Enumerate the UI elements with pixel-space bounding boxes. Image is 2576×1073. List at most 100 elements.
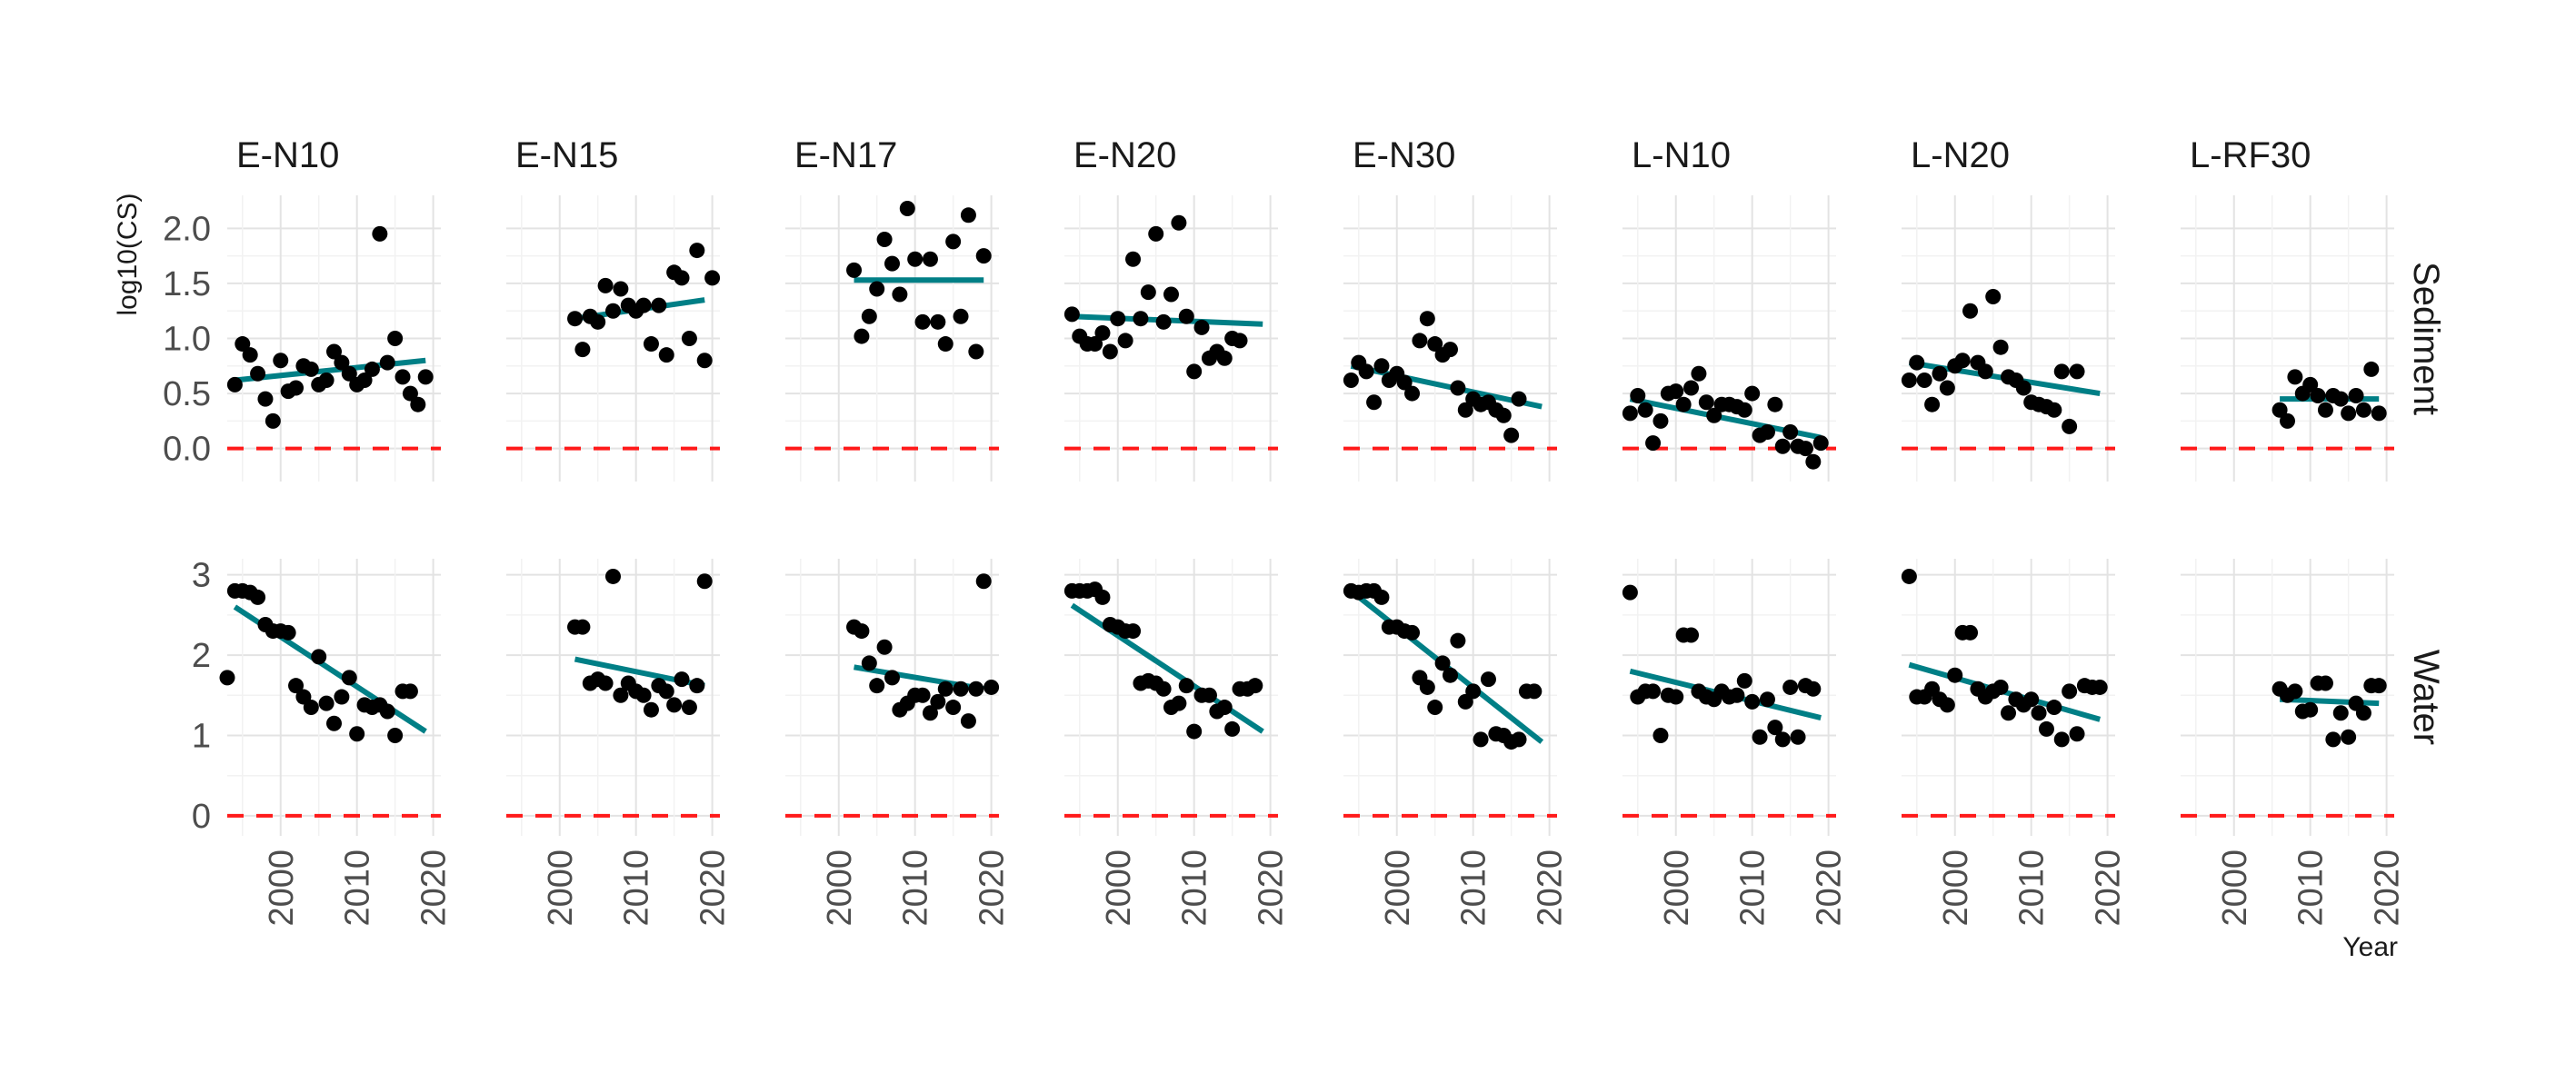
data-point [1434, 655, 1451, 671]
data-point [1216, 700, 1233, 716]
data-point [574, 342, 591, 358]
data-point [658, 683, 674, 700]
data-point [410, 396, 426, 412]
data-point [2031, 705, 2047, 721]
data-point [387, 727, 404, 743]
x-tick-label: 2020 [2090, 849, 2128, 927]
x-tick-label: 2020 [2369, 849, 2407, 927]
x-tick-label: 2000 [1379, 849, 1417, 927]
data-point [1396, 374, 1413, 391]
data-point [1706, 407, 1722, 423]
data-point [1443, 342, 1458, 358]
data-point [1404, 385, 1421, 402]
x-tick-label: 2000 [1100, 849, 1138, 927]
data-point [605, 568, 621, 584]
trend-line [2279, 696, 2380, 707]
data-point [250, 365, 266, 382]
data-point [326, 715, 342, 731]
data-point [402, 683, 418, 700]
data-point [651, 297, 667, 313]
data-point [2317, 675, 2333, 691]
trend-lines [233, 277, 2380, 744]
data-point [402, 385, 418, 402]
data-point [696, 573, 713, 590]
data-point [1163, 286, 1179, 303]
y-tick-label: 0.5 [163, 375, 211, 413]
data-point [953, 681, 969, 697]
data-point [219, 670, 235, 686]
data-point [1939, 380, 1955, 396]
x-tick-label: 2010 [618, 849, 656, 927]
data-point [1419, 311, 1435, 327]
data-point [1465, 683, 1482, 700]
data-point [869, 281, 885, 297]
data-point [1909, 354, 1925, 371]
data-point [280, 624, 296, 641]
y-axis-title: log10(CS) [113, 193, 143, 315]
y-tick-label: 1 [192, 717, 211, 755]
data-point [1797, 441, 1813, 457]
x-axis-title: Year [2342, 932, 2398, 962]
data-point [1171, 695, 1187, 711]
facet-label-e-n17: E-N17 [794, 135, 897, 175]
data-point [1744, 693, 1761, 710]
data-point [1511, 391, 1527, 407]
data-point [922, 705, 938, 721]
data-point [2001, 705, 2016, 721]
data-point [235, 336, 251, 353]
data-point [635, 687, 652, 703]
data-point [341, 670, 357, 686]
data-point [1759, 691, 1775, 708]
data-point [2371, 405, 2387, 422]
data-point [1125, 623, 1142, 640]
data-point [937, 336, 954, 353]
data-point [1110, 311, 1126, 327]
data-point [1977, 363, 1993, 380]
data-point [1992, 339, 2009, 355]
data-point [1232, 333, 1248, 349]
x-tick-label: 2010 [1176, 849, 1214, 927]
data-point [884, 670, 900, 686]
data-point [574, 619, 591, 635]
data-point [605, 303, 621, 319]
x-tick-label: 2000 [263, 849, 301, 927]
x-tick-label: 2010 [1455, 849, 1493, 927]
data-point [968, 343, 984, 360]
facet-label-l-rf30: L-RF30 [2190, 135, 2311, 175]
data-point [1117, 333, 1133, 349]
x-tick-label: 2010 [2013, 849, 2052, 927]
data-point [2332, 705, 2349, 721]
data-point [1427, 700, 1443, 716]
data-point [2053, 363, 2070, 380]
x-tick-label: 2000 [1937, 849, 1975, 927]
data-point [372, 225, 388, 242]
data-point [1480, 671, 1496, 688]
data-point [1404, 624, 1421, 641]
data-point [968, 681, 984, 697]
data-point [311, 649, 327, 665]
data-point [953, 308, 969, 324]
data-point [2038, 720, 2054, 737]
data-point [1193, 319, 1210, 335]
data-point [635, 297, 652, 313]
y-tick-label: 3 [192, 557, 211, 595]
data-point [899, 201, 915, 217]
x-tick-label: 2020 [694, 849, 733, 927]
data-point [1683, 627, 1700, 643]
data-point [2015, 380, 2032, 396]
x-tick-label: 2000 [2216, 849, 2254, 927]
data-point [2069, 726, 2085, 742]
data-point [1916, 373, 1932, 389]
data-point [689, 243, 705, 259]
data-point [1063, 306, 1080, 323]
data-point [1622, 405, 1638, 422]
data-point [1790, 729, 1806, 745]
data-point [326, 343, 342, 360]
data-point [1947, 667, 1963, 683]
data-point [2069, 363, 2085, 380]
data-point [930, 693, 946, 710]
data-point [1343, 373, 1359, 389]
data-point [2317, 402, 2333, 418]
data-point [1652, 412, 1669, 429]
facet-label-sediment: Sediment [2406, 262, 2446, 415]
